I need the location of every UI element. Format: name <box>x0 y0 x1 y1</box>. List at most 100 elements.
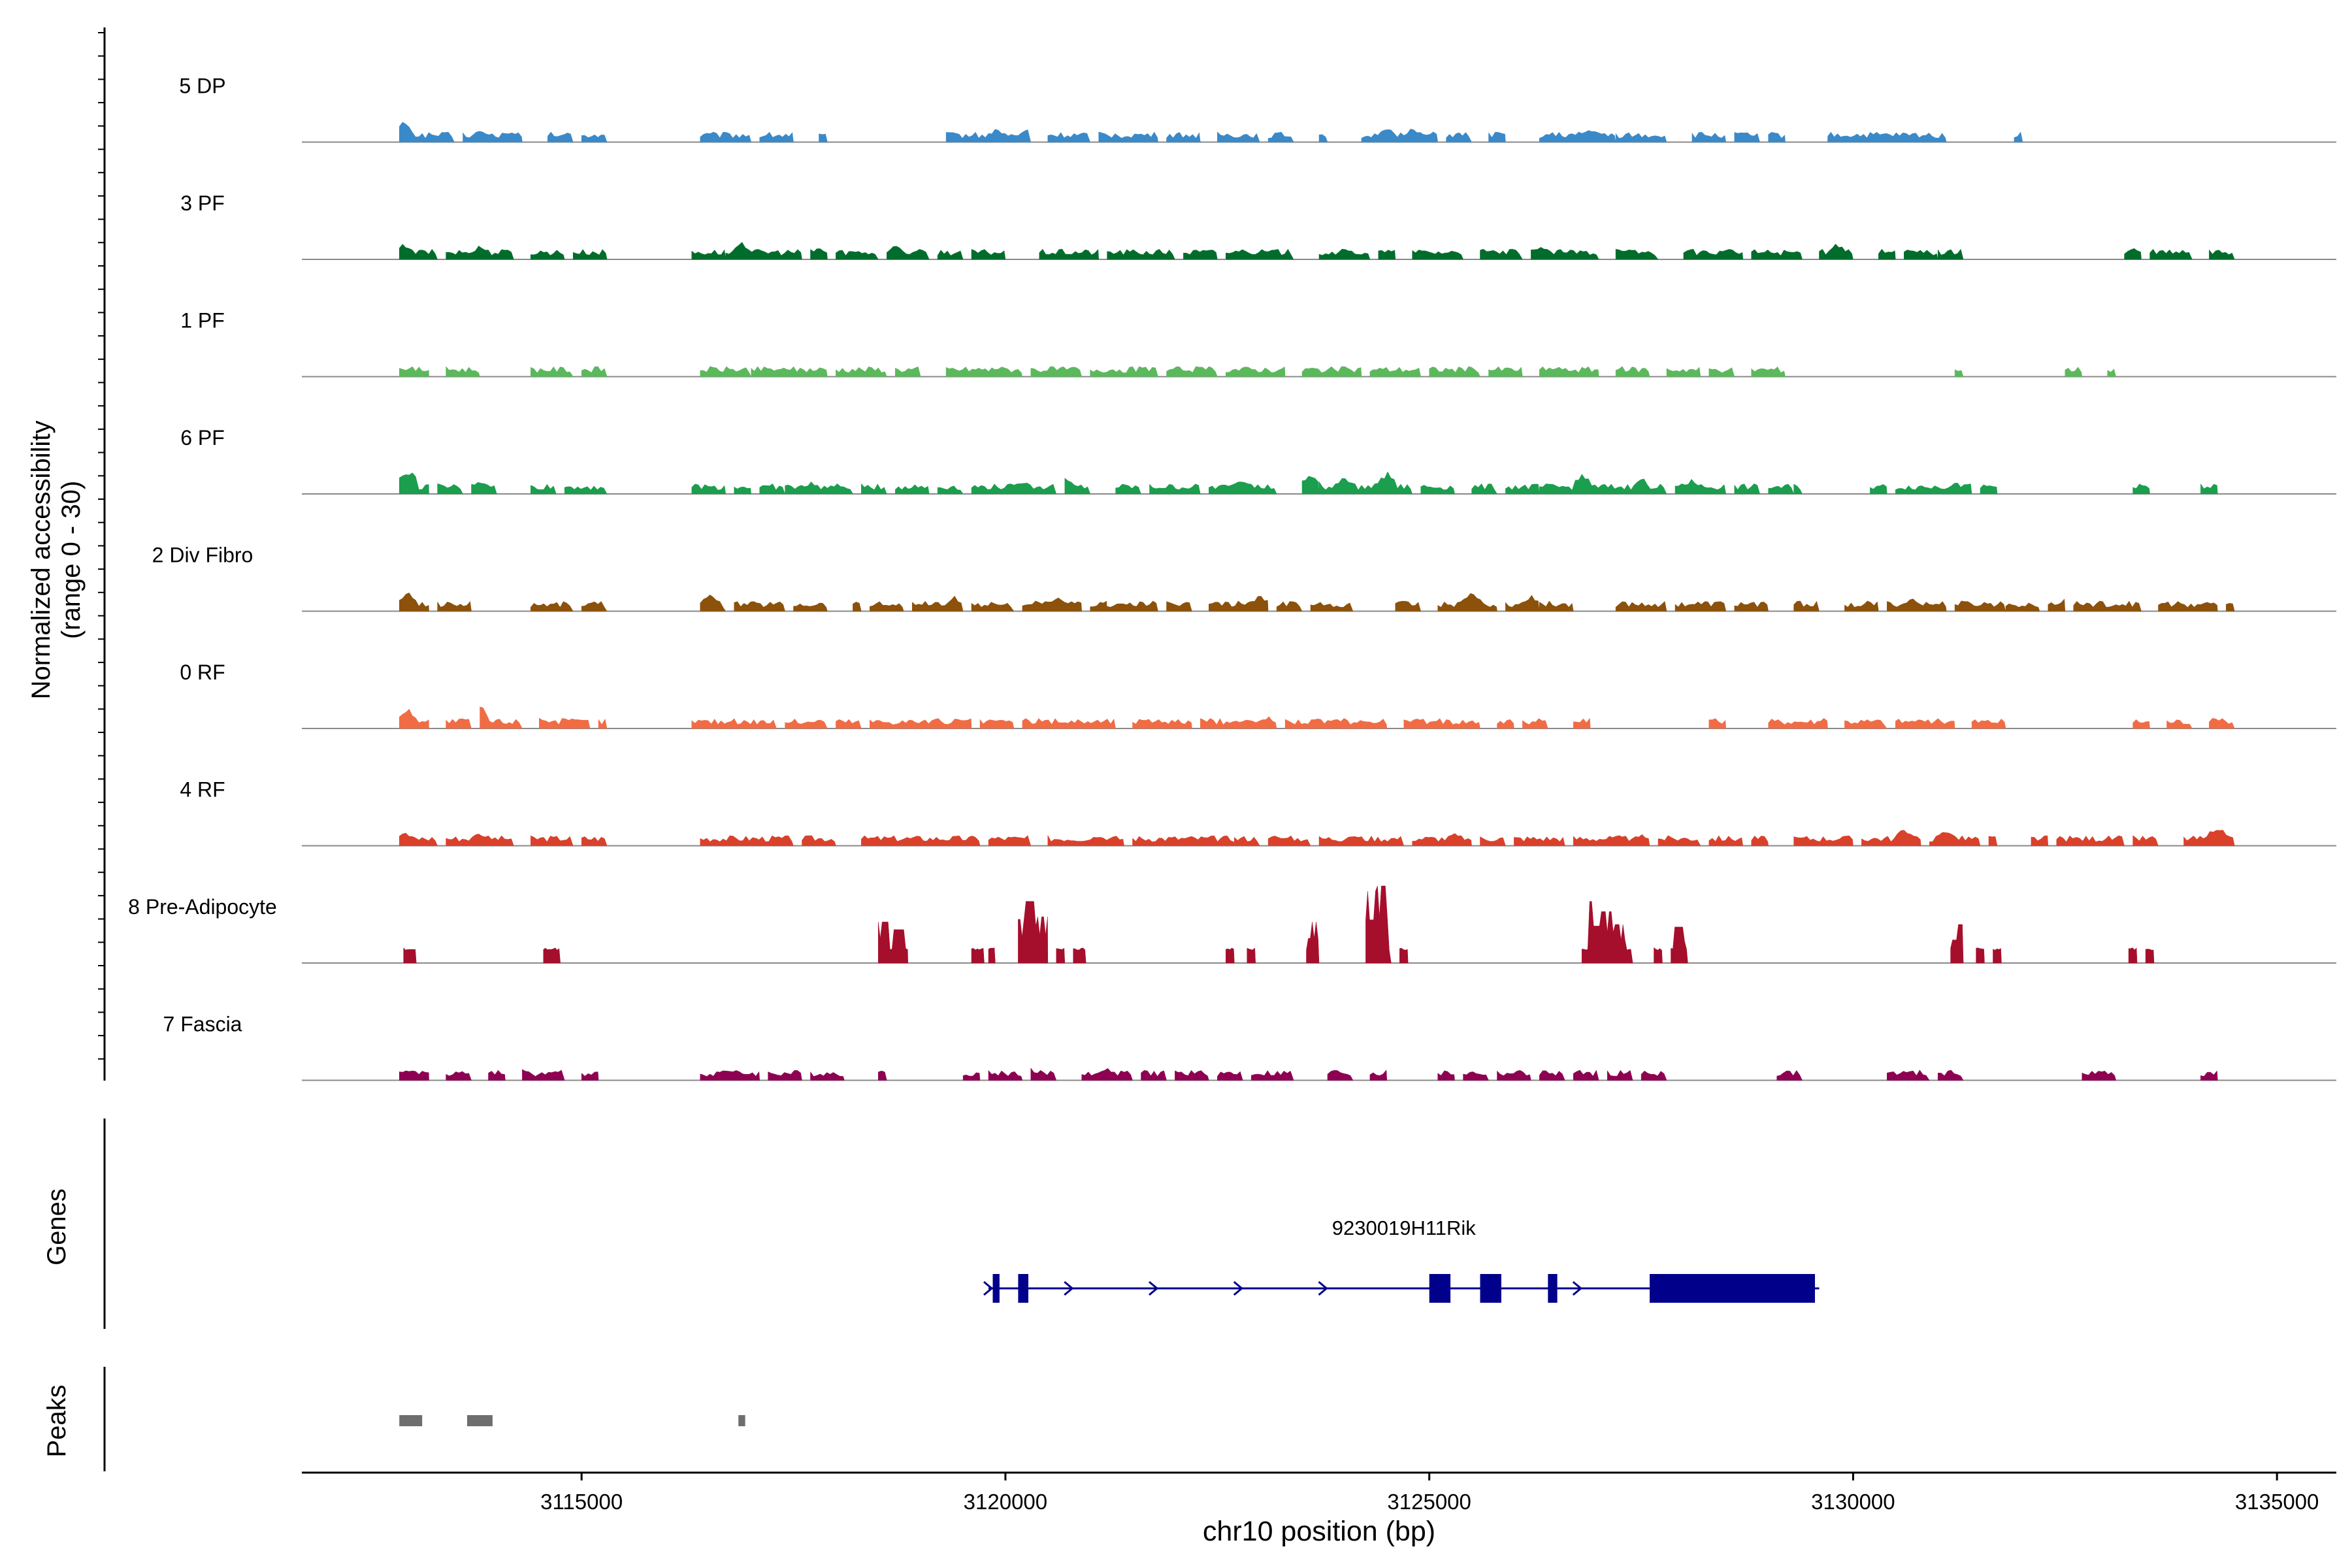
coverage-segment <box>1365 885 1392 964</box>
track-label: 6 PF <box>180 426 225 449</box>
coverage-segment <box>945 367 1023 377</box>
coverage-segment <box>1226 947 1235 964</box>
coverage-segment <box>1734 483 1761 495</box>
coverage-segment <box>1132 835 1235 846</box>
coverage-segment <box>1514 836 1565 846</box>
coverage-segment <box>2132 483 2150 495</box>
coverage-segment <box>1607 1070 1633 1081</box>
track-label: 5 DP <box>179 74 225 98</box>
coverage-segment <box>399 122 455 142</box>
coverage-segment <box>1988 836 1998 846</box>
coverage-segment <box>1581 901 1633 964</box>
coverage-segment <box>564 485 608 495</box>
coverage-segment <box>463 131 523 142</box>
coverage-segment <box>1615 366 1650 377</box>
coverage-segment <box>1844 600 1879 612</box>
coverage-segment <box>1539 366 1599 377</box>
coverage-segment <box>2209 249 2235 260</box>
gene-annotation-track: 9230019H11Rik <box>983 1217 1820 1303</box>
coverage-segment <box>988 835 1032 846</box>
gene-name-label: 9230019H11Rik <box>1332 1217 1477 1239</box>
coverage-segment <box>1844 719 1887 729</box>
coverage-segment <box>1267 835 1311 846</box>
coverage-segment <box>2209 718 2235 729</box>
gene-strand-arrow <box>1572 1281 1583 1296</box>
coverage-segment <box>1437 593 1497 612</box>
coverage-segment <box>1522 718 1548 729</box>
coverage-segment <box>1149 483 1201 495</box>
coverage-segment <box>531 483 557 495</box>
coverage-segment <box>2158 601 2218 612</box>
coverage-segment <box>2183 830 2235 846</box>
coverage-segment <box>1090 600 1107 612</box>
coverage-segment <box>1954 369 1964 377</box>
gene-exon <box>1650 1274 1815 1303</box>
coverage-segment <box>836 367 887 377</box>
coverage-segment <box>700 835 794 846</box>
track-label: 3 PF <box>180 191 225 215</box>
gene-strand-arrow <box>983 1281 994 1296</box>
coverage-segment <box>895 484 930 495</box>
coverage-segment <box>531 366 574 377</box>
coverage-segment <box>1505 483 1540 495</box>
gene-exon <box>1548 1274 1558 1303</box>
coverage-segment <box>581 366 608 377</box>
coverage-segment <box>878 921 908 964</box>
coverage-segment <box>399 366 429 377</box>
coverage-segment <box>1301 476 1320 495</box>
coverage-segment <box>480 706 523 729</box>
coverage-segment <box>691 483 727 495</box>
coverage-segment <box>2107 368 2117 377</box>
coverage-segment <box>1200 716 1277 729</box>
coverage-segment <box>971 249 1006 260</box>
coverage-segment <box>598 718 608 729</box>
coverage-segment <box>802 835 836 846</box>
coverage-segment <box>1437 1070 1455 1081</box>
coverage-segment <box>531 835 574 846</box>
x-axis-tick-label: 3120000 <box>964 1490 1047 1514</box>
coverage-segment <box>1284 718 1388 729</box>
coverage-segment <box>531 250 565 260</box>
coverage-segment <box>446 834 514 846</box>
coverage-segment <box>1429 366 1480 377</box>
coverage-segment <box>1937 248 1964 260</box>
coverage-segment <box>759 483 785 495</box>
coverage-segment <box>1505 595 1540 612</box>
coverage-segment <box>1887 1070 1930 1081</box>
coverage-segment <box>2149 248 2193 260</box>
coverage-segment <box>1497 1070 1531 1081</box>
x-axis-tick-label: 3135000 <box>2235 1490 2319 1514</box>
coverage-segment <box>2056 835 2125 846</box>
coverage-segment <box>437 601 472 612</box>
gene-strand-arrow <box>1318 1281 1328 1296</box>
coverage-segment <box>870 601 904 612</box>
coverage-segment <box>1018 901 1049 964</box>
peak-region <box>399 1415 423 1426</box>
coverage-segment <box>2124 248 2142 260</box>
coverage-segment <box>1141 1070 1167 1081</box>
coverage-segment <box>2005 602 2040 612</box>
coverage-segment <box>1395 600 1422 612</box>
coverage-segment <box>1056 947 1066 964</box>
coverage-segment <box>547 131 574 142</box>
coverage-segment <box>399 472 429 495</box>
coverage-segment <box>488 1070 506 1081</box>
coverage-segment <box>1209 596 1269 612</box>
coverage-segment <box>1861 830 1921 846</box>
coverage-segment <box>1403 718 1480 729</box>
coverage-segment <box>1683 249 1744 260</box>
gene-exon <box>1429 1274 1451 1303</box>
track-5-dp: 5 DP <box>179 74 2336 143</box>
coverage-segment <box>700 366 752 377</box>
coverage-segment <box>543 947 561 964</box>
coverage-y-ticks <box>98 32 105 1060</box>
gene-strand-arrow <box>1149 1281 1159 1296</box>
x-axis-label: chr10 position (bp) <box>1203 1516 1435 1547</box>
coverage-segment <box>531 601 574 612</box>
coverage-segment <box>1497 719 1514 729</box>
coverage-segment <box>725 242 802 260</box>
coverage-segment <box>2014 131 2023 142</box>
coverage-segment <box>1691 131 1727 142</box>
coverage-segment <box>1573 834 1650 846</box>
coverage-segment <box>937 250 964 260</box>
